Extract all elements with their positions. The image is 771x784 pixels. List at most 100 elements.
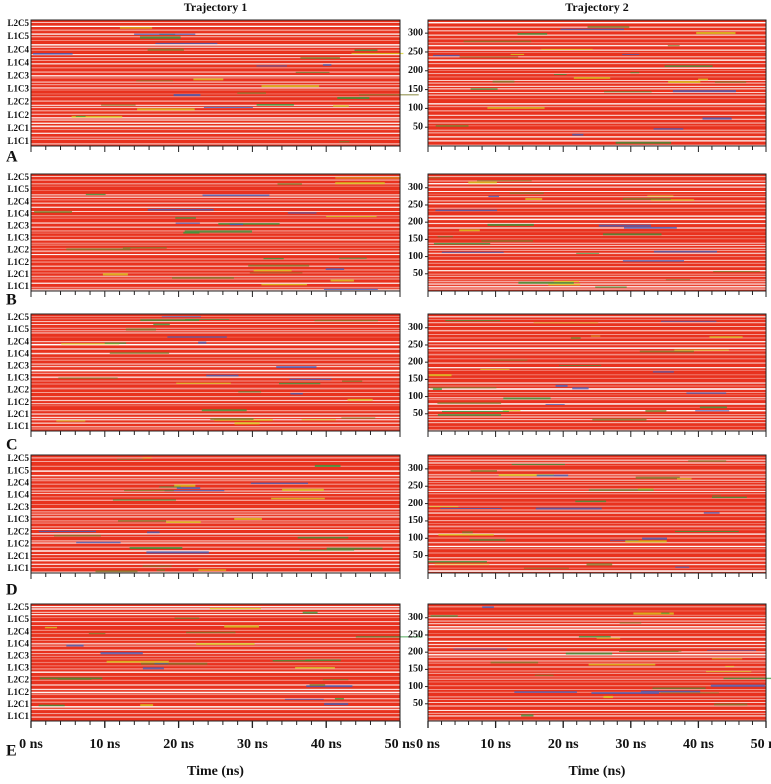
speck <box>295 667 335 669</box>
speck <box>56 420 86 422</box>
speck <box>640 690 701 693</box>
speck <box>196 643 255 645</box>
speck <box>428 561 487 563</box>
speck <box>709 336 743 338</box>
speck <box>85 193 106 196</box>
stripe <box>428 392 766 393</box>
speck <box>175 222 200 224</box>
stripe <box>428 678 766 680</box>
stripe <box>428 545 766 548</box>
speck <box>429 506 459 508</box>
plot-background <box>428 314 766 431</box>
speck <box>660 692 719 694</box>
stripe <box>428 67 766 69</box>
speck <box>430 615 458 617</box>
stripe <box>31 529 400 530</box>
panel <box>30 173 401 297</box>
speck <box>668 81 701 83</box>
stripe <box>31 550 400 552</box>
y-category-label: L1C1 <box>7 136 29 146</box>
y-category-label: L2C2 <box>7 675 29 685</box>
stripe <box>31 701 400 703</box>
speck <box>437 402 502 404</box>
stripe <box>428 696 766 698</box>
panel-letter: A <box>6 149 18 166</box>
x-tick-label: 50 ns <box>751 737 771 752</box>
speck <box>603 695 613 699</box>
y-category-label: L1C1 <box>7 421 29 431</box>
speck <box>572 387 589 390</box>
stripe <box>31 289 400 291</box>
speck <box>238 391 262 393</box>
y-category-label: L1C4 <box>7 348 29 358</box>
speck <box>502 410 521 412</box>
speck <box>723 677 771 680</box>
speck <box>492 80 515 83</box>
stripe <box>428 329 766 332</box>
speck <box>652 371 674 373</box>
stripe <box>31 480 400 482</box>
speck <box>71 115 123 118</box>
stripe <box>428 193 766 195</box>
speck <box>229 223 244 226</box>
y-tick-label: 250 <box>408 46 423 57</box>
speck <box>438 534 494 536</box>
stripe <box>31 46 400 48</box>
stripe <box>31 546 400 548</box>
speck <box>462 531 473 534</box>
stripe <box>428 94 766 96</box>
stripe <box>428 56 766 58</box>
stripe <box>31 202 400 204</box>
stripe <box>428 44 766 47</box>
stripe <box>31 138 400 140</box>
speck <box>347 398 373 401</box>
speck <box>34 210 72 213</box>
stripe <box>31 67 400 69</box>
speck <box>591 692 660 694</box>
speck <box>433 54 460 57</box>
stripe <box>31 40 400 41</box>
stripe <box>31 516 400 518</box>
speck <box>75 115 86 117</box>
stripe <box>31 330 400 332</box>
speck <box>176 487 201 489</box>
y-category-label: L2C3 <box>7 651 29 661</box>
speck <box>428 177 441 179</box>
speck <box>57 678 92 680</box>
plot-background <box>31 455 400 573</box>
speck <box>339 257 367 259</box>
stripe <box>31 244 400 246</box>
stripe <box>31 508 400 510</box>
stripe <box>428 479 766 481</box>
stripe <box>31 327 400 329</box>
speck <box>533 322 599 324</box>
stripe <box>31 413 400 415</box>
stripe <box>31 560 400 562</box>
stripe <box>31 403 400 405</box>
stripe <box>31 671 400 673</box>
stripe <box>31 143 400 145</box>
speck <box>76 541 121 544</box>
y-category-label: L1C2 <box>7 687 29 697</box>
speck <box>176 382 231 384</box>
speck <box>146 551 209 554</box>
speck <box>555 384 568 387</box>
speck <box>38 704 65 707</box>
stripe <box>428 196 766 198</box>
stripe <box>428 76 766 78</box>
speck <box>468 181 497 184</box>
speck <box>442 410 509 412</box>
stripe <box>428 462 766 464</box>
stripe <box>31 387 400 390</box>
speck <box>435 124 469 127</box>
speck <box>261 85 320 88</box>
speck <box>142 565 172 567</box>
stripe <box>428 681 766 683</box>
stripe <box>31 324 400 325</box>
speck <box>186 631 236 634</box>
speck <box>711 658 743 660</box>
stripe <box>428 702 766 703</box>
speck <box>261 283 307 286</box>
y-category-label: L2C2 <box>7 245 29 255</box>
